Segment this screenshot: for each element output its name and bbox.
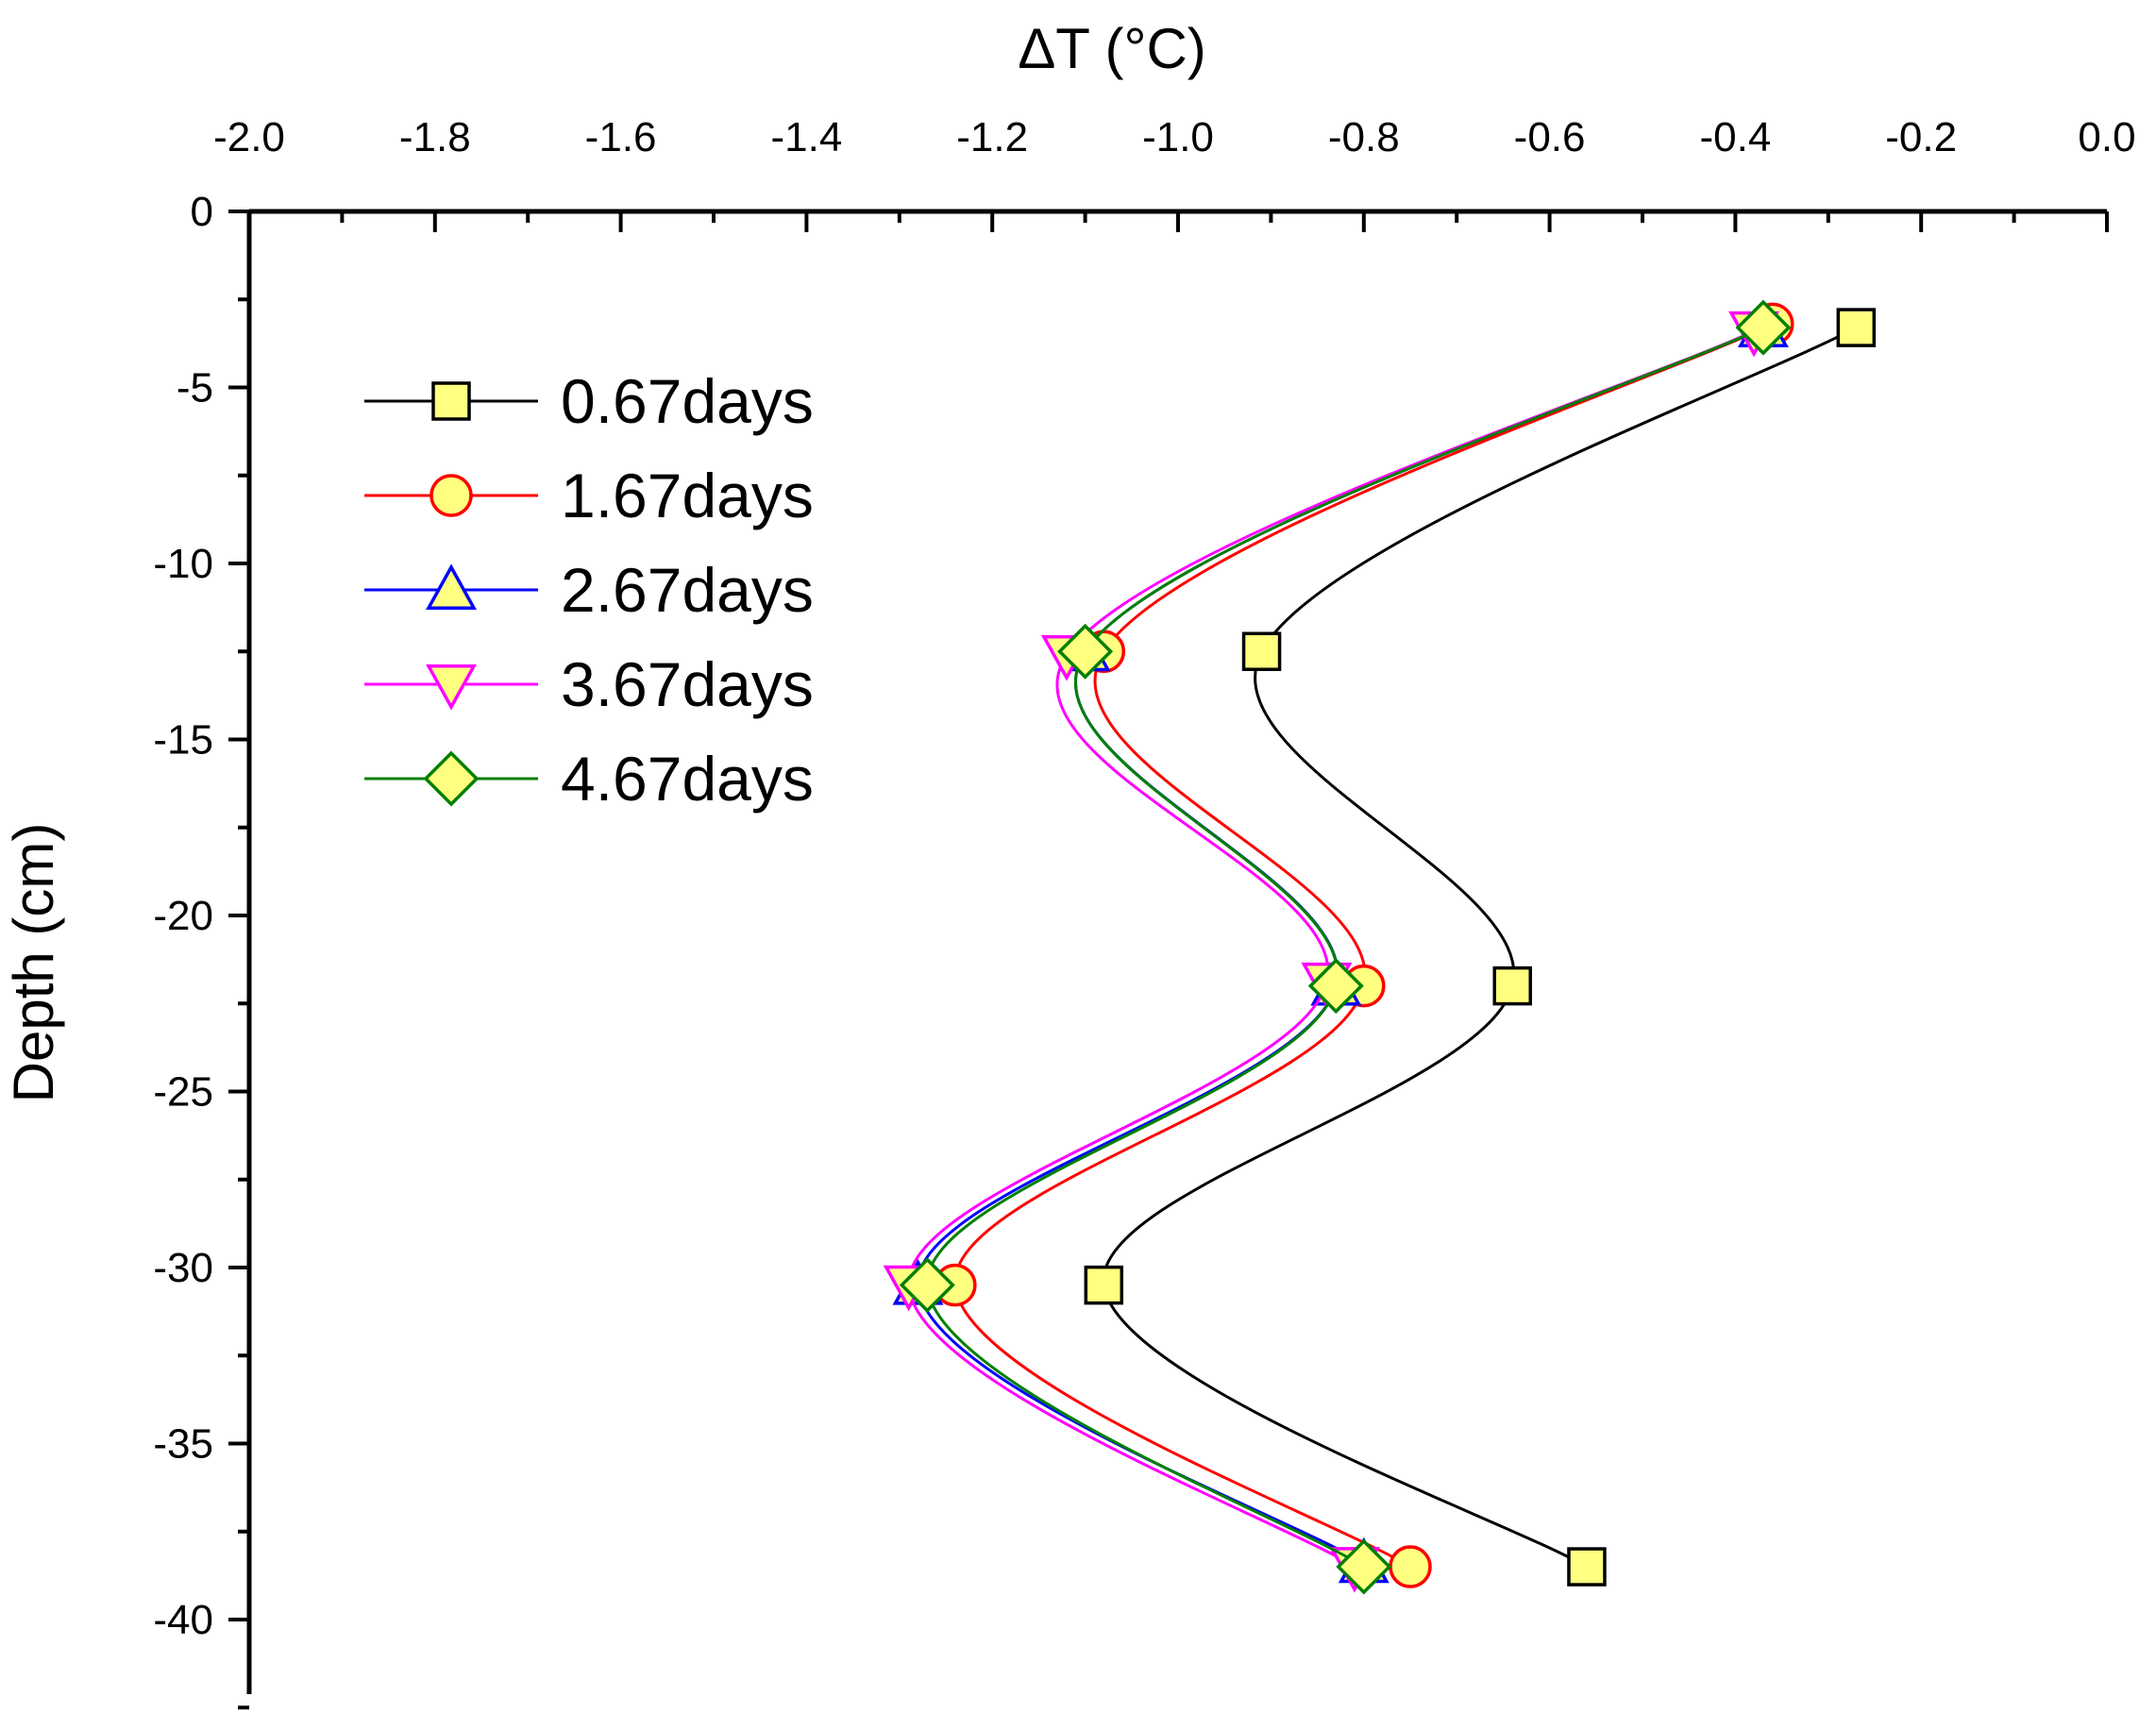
legend-label: 0.67days (561, 366, 814, 436)
data-point (1241, 631, 1282, 671)
x-tick-label: -1.2 (956, 114, 1028, 160)
legend-marker (431, 381, 471, 421)
y-tick-label: -35 (153, 1421, 213, 1468)
legend-item: 0.67days (364, 366, 814, 436)
data-point (1084, 1265, 1124, 1305)
legend-item: 3.67days (364, 649, 814, 719)
y-tick-label: -20 (153, 893, 213, 939)
y-tick-label: -10 (153, 541, 213, 587)
x-tick-label: -0.4 (1699, 114, 1771, 160)
series-line (916, 326, 1764, 1565)
x-tick-label: 0.0 (2078, 114, 2135, 160)
legend-item: 1.67days (364, 461, 814, 530)
data-point (1735, 299, 1792, 356)
data-point (899, 1257, 955, 1314)
legend-marker (426, 563, 477, 610)
y-tick-label: -25 (153, 1069, 213, 1116)
series-line (1102, 326, 1858, 1569)
x-tick-label: -0.2 (1885, 114, 1957, 160)
y-tick-label: -30 (153, 1245, 213, 1291)
data-point (1567, 1547, 1607, 1587)
x-tick-label: -1.0 (1142, 114, 1214, 160)
y-tick-label: -15 (153, 717, 213, 764)
series-1.67days (934, 302, 1794, 1588)
legend-item: 2.67days (364, 555, 814, 625)
y-axis-title: Depth (cm) (2, 823, 65, 1103)
y-tick-label: -5 (177, 365, 213, 411)
y-tick-label: 0 (191, 189, 213, 235)
data-point (1307, 958, 1364, 1015)
data-point (1336, 1538, 1392, 1595)
legend-marker (426, 664, 477, 711)
x-tick-label: -0.8 (1328, 114, 1400, 160)
y-tick-label: -40 (153, 1597, 213, 1643)
legend-label: 4.67days (561, 744, 814, 814)
x-tick-label: -1.6 (585, 114, 657, 160)
legend-marker (430, 474, 473, 517)
legend-label: 1.67days (561, 461, 814, 530)
legend-item: 4.67days (364, 744, 814, 814)
legend-label: 3.67days (561, 649, 814, 719)
data-point (1057, 623, 1114, 680)
series-line (953, 323, 1774, 1569)
x-axis-title: ΔT (°C) (1018, 17, 1206, 80)
axes: -2.0 -1.8 -1.6 -1.4 -1.2 -1.0 -0.8 -0.6 -0.4 -0.2… (153, 114, 2136, 1710)
series-4.67days (899, 299, 1792, 1595)
legend-marker (423, 750, 480, 807)
series-0.67days (1084, 308, 1877, 1587)
legend-label: 2.67days (561, 555, 814, 625)
x-tick-label: -2.0 (213, 114, 285, 160)
x-tick-label: -1.8 (399, 114, 471, 160)
series-line (925, 326, 1764, 1569)
x-tick-label: -0.6 (1514, 114, 1586, 160)
legend: 0.67days 1.67days 2.67days 3.67days 4.67days (364, 366, 814, 814)
data-point (1389, 1545, 1432, 1588)
series-layer (883, 299, 1877, 1595)
data-point (1836, 308, 1877, 347)
x-tick-label: -1.4 (770, 114, 842, 160)
data-point (1492, 966, 1532, 1006)
